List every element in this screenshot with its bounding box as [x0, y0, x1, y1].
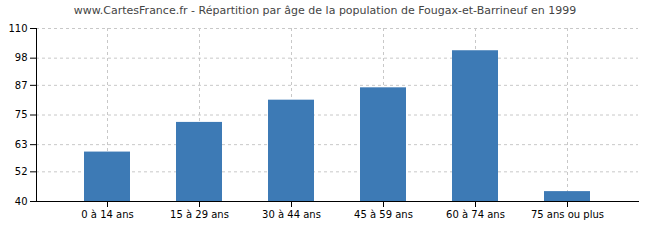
svg-text:0 à 14 ans: 0 à 14 ans	[81, 209, 133, 220]
html-text:www.CartesFrance.fr - Répartit: www.CartesFrance.fr - Répartition par âg…	[73, 4, 577, 17]
svg-text:30 à 44 ans: 30 à 44 ans	[262, 209, 321, 220]
svg-text:40: 40	[15, 196, 28, 207]
svg-text:52: 52	[15, 166, 28, 177]
svg-text:60 à 74 ans: 60 à 74 ans	[446, 209, 505, 220]
svg-text:15 à 29 ans: 15 à 29 ans	[170, 209, 229, 220]
svg-text:75: 75	[15, 109, 28, 120]
svg-text:45 à 59 ans: 45 à 59 ans	[354, 209, 413, 220]
svg-text:87: 87	[15, 80, 28, 91]
svg-text:98: 98	[15, 52, 28, 63]
svg-text:110: 110	[8, 23, 27, 34]
svg-text:75 ans ou plus: 75 ans ou plus	[531, 209, 604, 220]
svg-text:63: 63	[15, 139, 28, 150]
